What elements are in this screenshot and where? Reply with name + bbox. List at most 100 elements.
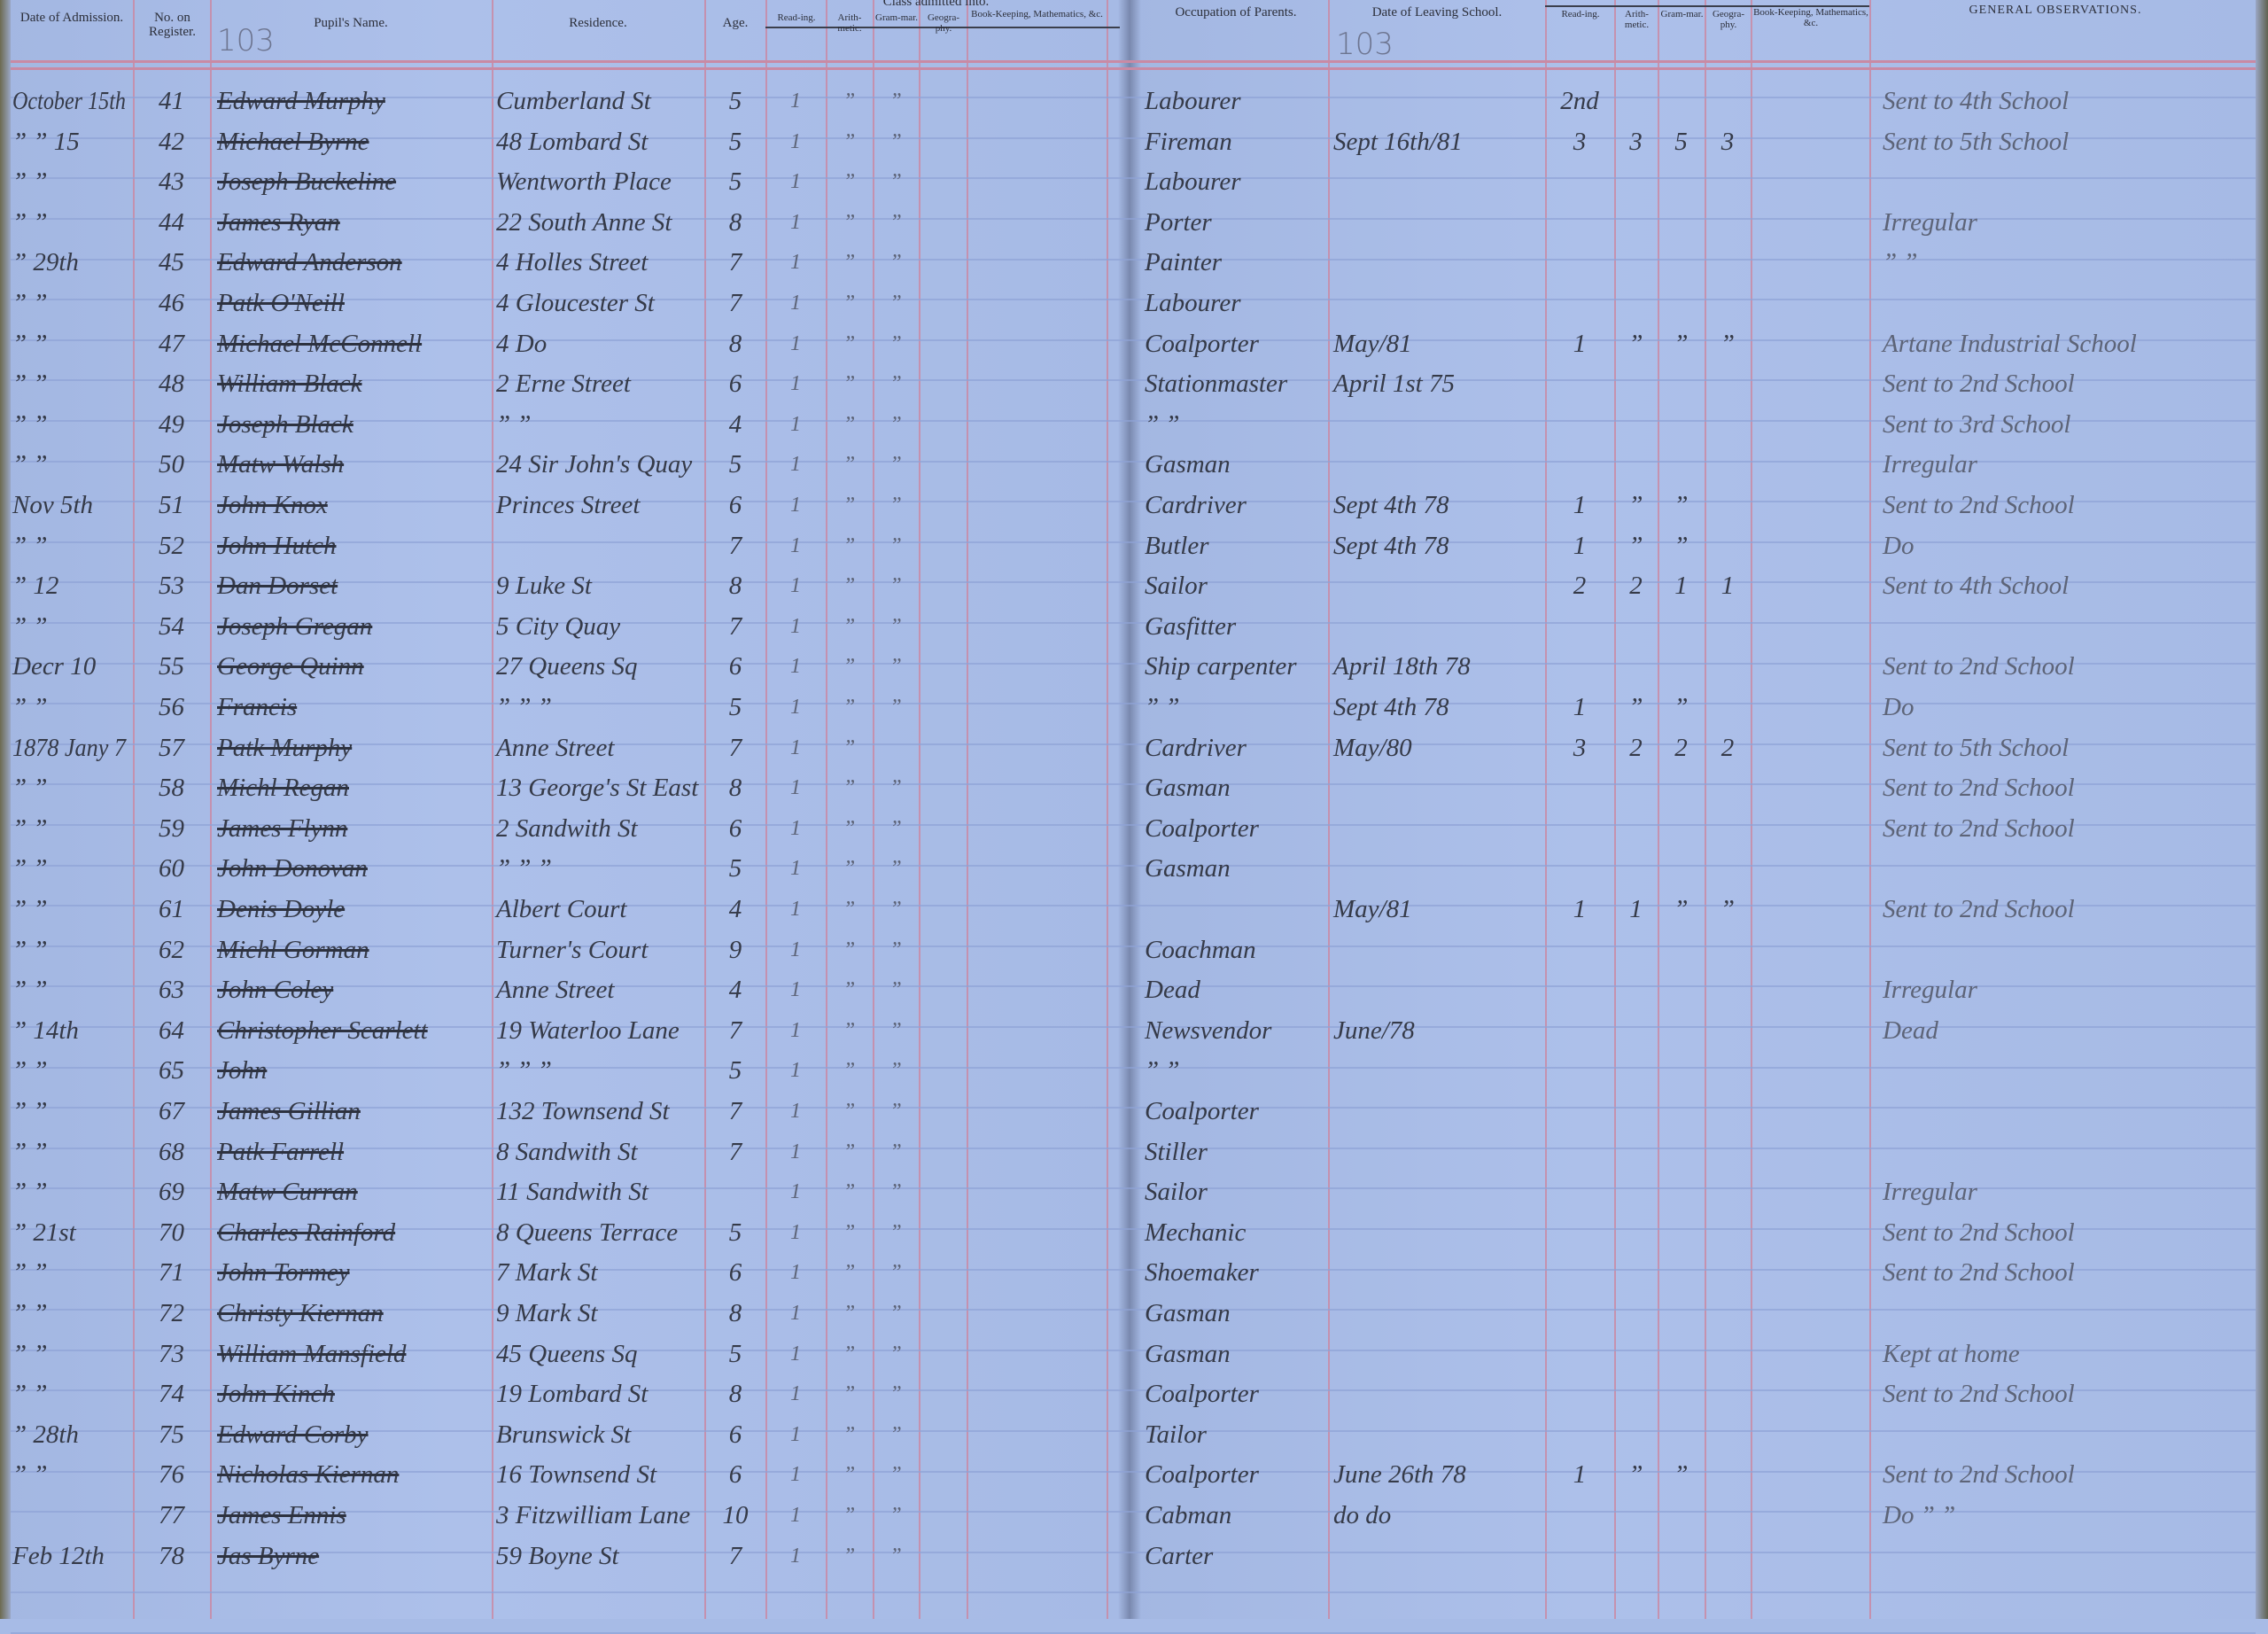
pupil-name: Matw Curran [217, 1178, 358, 1206]
residence: Albert Court [496, 895, 627, 923]
admitted-class-arithmetic: ” [843, 615, 856, 638]
admitted-class-arithmetic: ” [843, 1261, 856, 1284]
pupil-name: William Mansfield [217, 1340, 407, 1368]
pupil-name: John Donovan [217, 854, 368, 883]
row-rule [11, 1309, 2256, 1311]
register-number: 47 [159, 330, 184, 358]
admitted-class-grammar: ” [889, 574, 902, 597]
leaving-class-grammar: 5 [1674, 128, 1688, 156]
admitted-class-reading: 1 [790, 1545, 801, 1568]
age: 5 [728, 450, 742, 479]
parent-occupation: Carter [1145, 1542, 1214, 1570]
admitted-class-reading: 1 [790, 655, 801, 678]
parent-occupation: Cardriver [1145, 734, 1247, 762]
pupil-name: Christopher Scarlett [217, 1016, 428, 1045]
date-of-admission: ” ” [12, 814, 48, 843]
residence: 19 Waterloo Lane [496, 1016, 680, 1045]
parent-occupation: Gasman [1145, 450, 1231, 479]
age: 7 [728, 289, 742, 317]
admitted-class-grammar: ” [889, 1221, 902, 1244]
date-of-leaving: April 18th 78 [1333, 652, 1471, 681]
date-of-admission: ” ” [12, 693, 48, 721]
admitted-class-grammar: ” [889, 453, 902, 476]
register-number: 48 [159, 370, 184, 398]
admitted-class-grammar: ” [889, 170, 902, 193]
header-leaving-date: Date of Leaving School. [1371, 5, 1503, 19]
admitted-class-arithmetic: ” [843, 1180, 856, 1203]
header-register-no: No. on Register. [149, 11, 196, 39]
pupil-name: Denis Doyle [217, 895, 346, 923]
parent-occupation: Gasman [1145, 774, 1231, 802]
leaving-class-reading: 2 [1573, 572, 1587, 600]
general-observations: Sent to 2nd School [1883, 1258, 2075, 1287]
header-leave-arithmetic: Arith-metic. [1624, 9, 1650, 30]
admitted-class-reading: 1 [790, 1504, 801, 1527]
register-number: 45 [159, 248, 184, 276]
leaving-class-geography: ” [1720, 895, 1736, 923]
column-rule [919, 0, 920, 1619]
age: 7 [728, 1016, 742, 1045]
admitted-class-reading: 1 [790, 615, 801, 638]
admitted-class-arithmetic: ” [843, 776, 856, 799]
date-of-admission: ” ” [12, 1460, 48, 1489]
row-rule [11, 824, 2256, 826]
row-rule [11, 945, 2256, 947]
admitted-class-grammar: ” [889, 1302, 902, 1325]
residence: ” ” ” [496, 1056, 552, 1085]
age: 7 [728, 1542, 742, 1570]
date-of-leaving: Sept 4th 78 [1333, 491, 1449, 519]
leaving-class-geography: 1 [1720, 572, 1735, 600]
age: 6 [728, 1420, 742, 1449]
leaving-class-grammar: ” [1674, 491, 1689, 519]
leaving-class-reading: 2nd [1560, 87, 1599, 115]
pupil-name: Patk O'Neill [217, 289, 345, 317]
row-rule [11, 501, 2256, 502]
pupil-name: Patk Murphy [217, 734, 353, 762]
row-rule [11, 1067, 2256, 1069]
date-of-admission: ” ” [12, 1258, 48, 1287]
general-observations: Sent to 3rd School [1883, 410, 2071, 439]
residence: 9 Mark St [496, 1299, 598, 1327]
date-of-admission: ” ” [12, 1299, 48, 1327]
admitted-class-arithmetic: ” [843, 1342, 856, 1366]
header-occupation: Occupation of Parents. [1175, 5, 1297, 19]
column-rule [1328, 0, 1330, 1619]
general-observations: Do ” ” [1883, 1501, 1956, 1529]
leaving-class-geography: 2 [1720, 734, 1735, 762]
row-rule [11, 1511, 2256, 1513]
residence: Brunswick St [496, 1420, 632, 1449]
admitted-class-grammar: ” [889, 1261, 902, 1284]
pupil-name: Edward Corby [217, 1420, 369, 1449]
register-number: 77 [159, 1501, 184, 1529]
pupil-name: Charles Rainford [217, 1218, 396, 1247]
parent-occupation: Dead [1145, 976, 1200, 1004]
register-number: 68 [159, 1138, 184, 1166]
admitted-class-reading: 1 [790, 978, 801, 1001]
date-of-admission: ” 12 [12, 572, 59, 600]
admitted-class-reading: 1 [790, 1221, 801, 1244]
admitted-class-arithmetic: ” [843, 1382, 856, 1405]
date-of-admission: ” ” [12, 774, 48, 802]
admitted-class-arithmetic: ” [843, 1504, 856, 1527]
parent-occupation: Painter [1145, 248, 1222, 276]
date-of-admission: ” ” [12, 450, 48, 479]
pupil-name: Michl Gorman [217, 936, 369, 964]
general-observations: Sent to 4th School [1883, 87, 2070, 115]
register-number: 71 [159, 1258, 184, 1287]
row-rule [11, 1552, 2256, 1553]
age: 9 [728, 936, 742, 964]
parent-occupation: Butler [1145, 532, 1209, 560]
date-of-admission: ” ” [12, 1138, 48, 1166]
admitted-class-arithmetic: ” [843, 130, 856, 153]
leaving-class-arithmetic: ” [1628, 491, 1643, 519]
parent-occupation: Stiller [1145, 1138, 1208, 1166]
admitted-class-reading: 1 [790, 1140, 801, 1163]
age: 6 [728, 1460, 742, 1489]
admitted-class-arithmetic: ” [843, 1059, 856, 1082]
leaving-class-reading: 1 [1573, 693, 1587, 721]
pupil-name: Christy Kiernan [217, 1299, 384, 1327]
admitted-class-grammar: ” [889, 1382, 902, 1405]
header-admit-reading: Read-ing. [777, 12, 816, 23]
residence: 27 Queens Sq [496, 652, 638, 681]
row-rule [11, 865, 2256, 867]
